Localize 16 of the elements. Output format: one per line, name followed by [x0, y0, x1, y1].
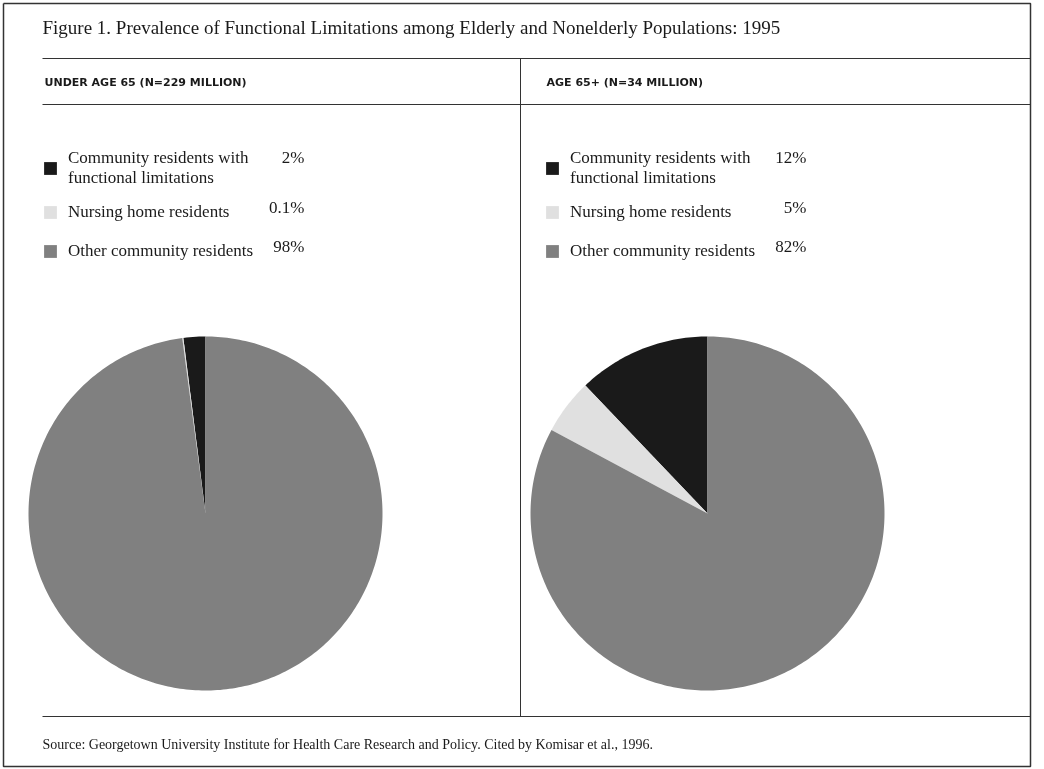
legend-label: Nursing home residents — [570, 201, 732, 223]
data-label: 5% — [783, 198, 807, 217]
legend-label: Other community residents — [570, 240, 756, 262]
chart-subtitle: UNDER AGE 65 (N=229 MILLION) — [44, 76, 247, 89]
data-label: 12% — [775, 148, 807, 167]
legend-label: Community residents with functional limitations — [68, 148, 249, 188]
data-label: 82% — [775, 237, 807, 256]
data-label: 2% — [281, 148, 305, 167]
legend-label: Other community residents — [68, 240, 254, 262]
data-label: 0.1% — [269, 198, 305, 217]
chart-subtitle: AGE 65+ (N=34 MILLION) — [546, 76, 704, 89]
data-label: 98% — [273, 237, 305, 256]
legend-label: Community residents with functional limitations — [570, 148, 751, 188]
source-note: Source: Georgetown University Institute for Health Care Research and Policy. Cited by Komisar et al., 1996. — [42, 737, 653, 752]
chart-title: Figure 1. Prevalence of Functional Limitations among Elderly and Nonelderly Populations: 1995 — [42, 17, 781, 38]
legend-label: Nursing home residents — [68, 201, 230, 223]
